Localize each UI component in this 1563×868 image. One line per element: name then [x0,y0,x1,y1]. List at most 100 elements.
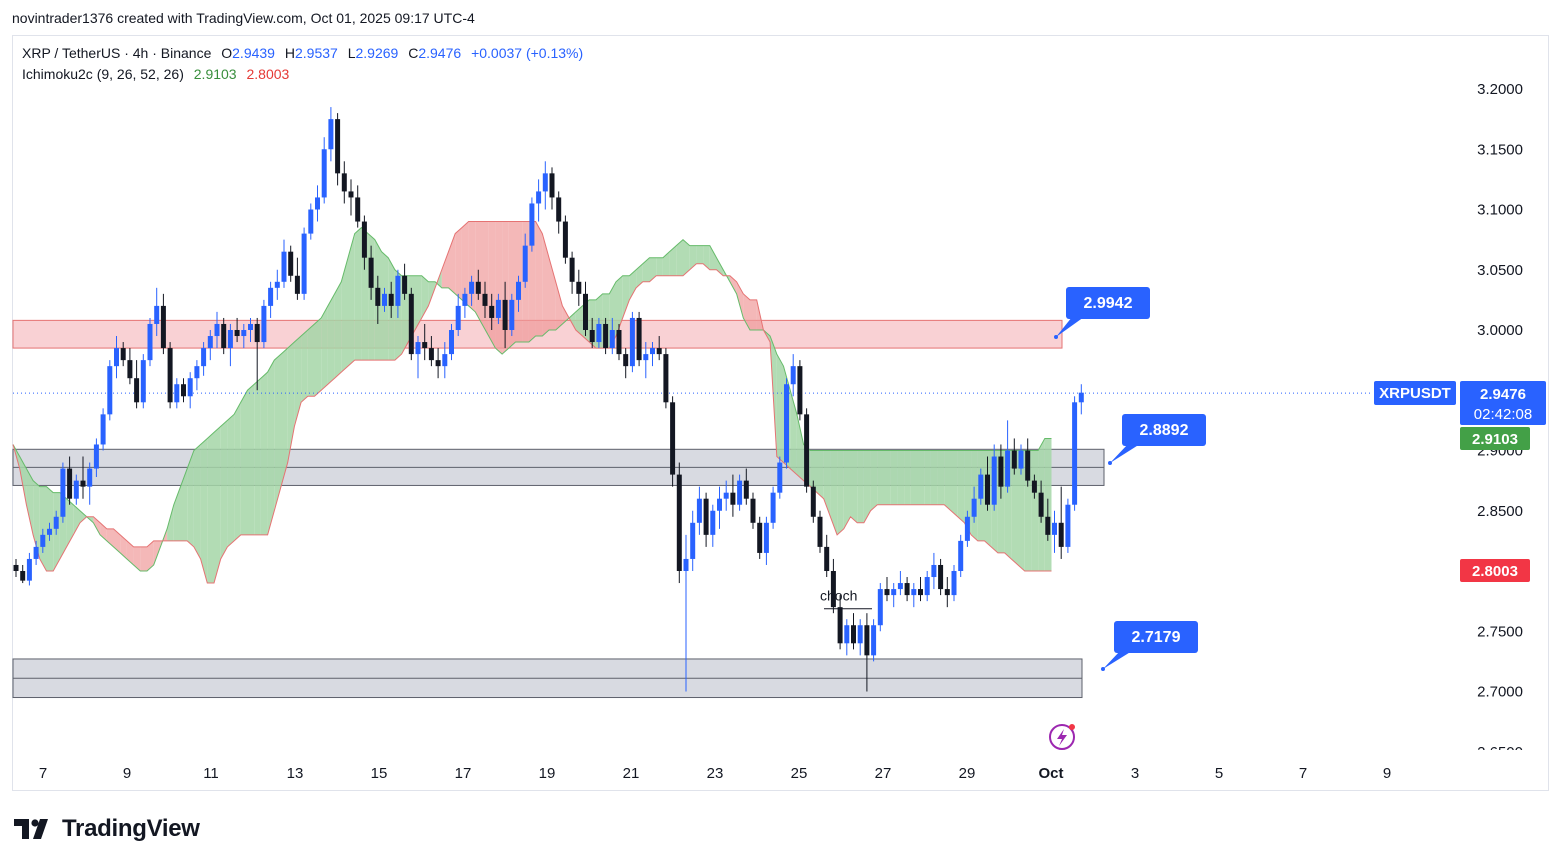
cloud-segment [200,438,208,584]
candle-body [1065,504,1071,547]
span-a-value: 2.9103 [1472,431,1518,448]
legend-high: 2.9537 [294,45,338,61]
candle [294,257,300,300]
candle-body [361,221,367,258]
candle [958,534,964,578]
cloud-segment [917,450,925,505]
price-tick: 3.0000 [1477,322,1523,339]
candle-body [690,522,696,559]
cloud-segment [307,323,315,397]
candle [529,197,535,252]
cloud-segment [790,390,797,475]
candle [167,342,173,409]
candle [542,161,548,210]
cloud-segment [348,233,355,367]
cloud-segment [234,402,241,541]
candle-body [375,287,381,306]
cloud-segment [957,450,965,523]
ohlc-legend: XRP / TetherUS · 4h · Binance O2.9439 H2… [22,45,583,61]
candle-body [207,336,213,349]
callout-label: 2.9942 [1084,295,1133,312]
cloud-segment [964,450,972,535]
candle-body [288,251,294,276]
candle [107,360,113,421]
candle-body [1045,516,1051,535]
callout-dot [1054,335,1058,339]
candle-body [482,293,488,306]
cloud-segment [951,450,958,517]
indicator-legend[interactable]: Ichimoku2c (9, 26, 52, 26) 2.9103 2.8003 [22,66,289,82]
candle-body [777,462,783,493]
cloud-segment [267,360,275,535]
span-a-tag-box [1460,427,1530,450]
candle [985,456,990,511]
candle-body [53,516,59,529]
cloud-segment [870,450,878,511]
indicator-name[interactable]: Ichimoku2c (9, 26, 52, 26) [22,66,184,82]
cloud-segment [66,498,74,547]
candle [643,342,649,379]
candle-body [897,583,903,590]
callout-box [1066,287,1150,319]
candle [837,595,843,650]
candle [127,348,133,385]
candle [971,486,977,523]
tradingview-logo[interactable]: TradingView [14,815,200,843]
candle [549,167,555,210]
candle [227,323,233,367]
cloud-segment [716,257,724,276]
candle [154,287,160,337]
candle [428,336,434,367]
symbol-tag-box [1374,381,1456,405]
candle-body [422,342,428,349]
span-b-value: 2.8003 [1472,563,1518,580]
candle-body [964,516,970,541]
time-tick: 7 [39,765,47,782]
bolt-icon[interactable] [1049,724,1075,750]
candle-body [321,149,327,198]
price-tick: 3.1000 [1477,202,1523,219]
candle [784,378,789,469]
candle-body [556,197,562,222]
price-tags-layer: XRPUSDT 2.9476 02:42:08 2.9103 2.8003 [1374,381,1546,582]
candle [978,468,984,505]
candle-body [127,360,133,379]
candle [308,203,314,240]
candle [998,444,1004,499]
candle [844,619,850,656]
cloud-segment [622,275,630,318]
cloud-segment [924,450,931,505]
candle [495,293,501,324]
candle [207,330,213,361]
candle [60,462,66,523]
candle [871,619,877,662]
candle [261,299,267,349]
candle [583,281,588,337]
candle-body [227,330,233,349]
cloud-segment [254,378,261,535]
cloud-segment [19,456,27,505]
time-tick: 7 [1299,765,1307,782]
candle [924,571,930,602]
cloud-segment [106,528,114,547]
cloud-segment [341,257,348,373]
cloud-segment [736,281,744,318]
cloud-segment [334,281,342,379]
cloud-segment [327,293,335,385]
candle [777,456,783,499]
candle [830,558,836,614]
candle [516,275,521,312]
candle-body [676,474,682,571]
cloud-segment [535,221,543,337]
candle [790,354,796,397]
candle [804,408,810,493]
callout-pointer [1103,651,1132,669]
legend-symbol[interactable]: XRP / TetherUS · 4h · Binance [22,45,212,61]
candle-body [670,402,676,475]
candle [462,287,468,318]
candle-body [120,348,126,361]
cloud-segment [441,251,449,288]
candle-body [516,281,521,300]
cloud-segment [696,245,704,264]
